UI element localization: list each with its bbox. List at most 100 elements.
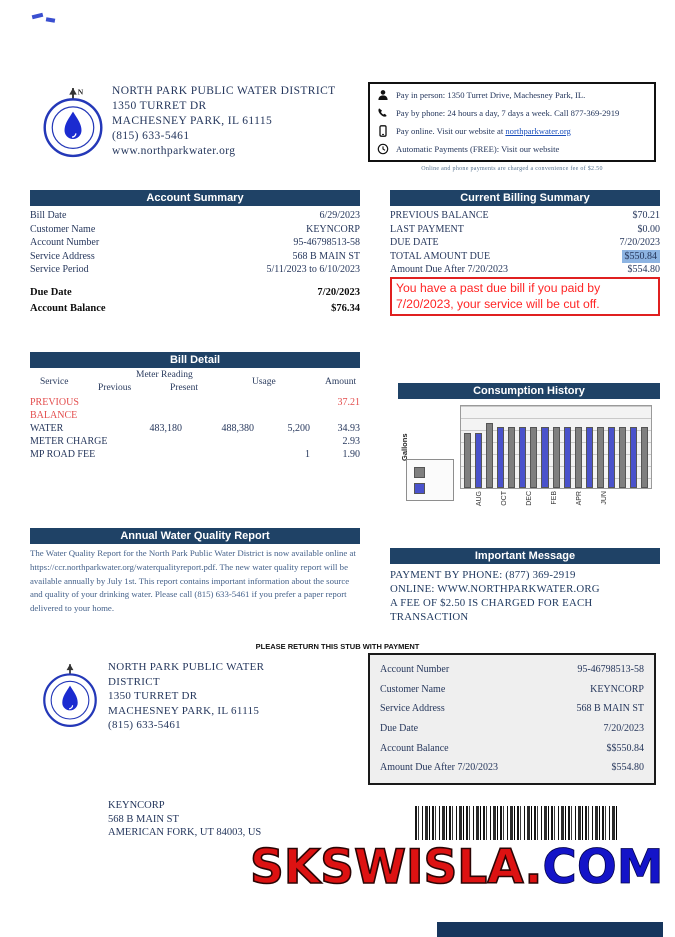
important-message-line: PAYMENT BY PHONE: (877) 369-2919 [390,569,576,581]
cell-amount: 34.93 [337,423,361,434]
chart-bar [464,433,472,488]
row-label: Account Number [30,237,100,248]
chart-bar [574,427,582,488]
chart-tick-label: OCT [501,491,508,506]
pay-by-phone-text: Pay by phone: 24 hours a day, 7 days a w… [396,108,620,118]
barcode [415,806,619,840]
chart-bar [475,433,483,488]
row-value: 7/20/2023 [603,723,644,735]
important-message-line: TRANSACTION [390,611,469,623]
chart-bar [618,427,626,488]
chart-bar [596,427,604,488]
cell-previous: 483,180 [149,423,183,434]
row-value: 95-46798513-58 [293,237,360,248]
chart-bar [508,427,516,488]
cell-previous [126,448,182,461]
important-message-panel: Important Message PAYMENT BY PHONE: (877… [390,548,660,624]
current-billing-panel: Current Billing Summary PREVIOUS BALANCE… [390,190,660,277]
footer-blue-strip [437,922,663,937]
company-website: www.northparkwater.org [112,145,236,157]
chart-bar [519,427,527,488]
row-label: LAST PAYMENT [390,223,464,235]
stub-company-line: 1350 TURRET DR [108,690,198,702]
billing-row: Amount Due After 7/20/2023 $554.80 [390,263,660,277]
customer-mailing-address: KEYNCORP 568 B MAIN ST AMERICAN FORK, UT… [108,799,261,840]
bill-detail-column-headers: Meter Reading Service Previous Present U… [30,368,360,396]
pay-in-person-text: Pay in person: 1350 Turret Drive, Maches… [396,90,586,100]
account-summary-rows: Bill Date 6/29/2023 Customer Name KEYNCORP… [30,206,360,317]
bill-detail-panel: Bill Detail Meter Reading Service Previo… [30,352,360,461]
autopay-clock-icon [377,143,389,155]
chart-bar [607,427,615,488]
row-label: Bill Date [30,210,67,221]
corner-artifact [31,12,62,28]
stub-company-line: NORTH PARK PUBLIC WATER [108,661,265,673]
important-message-header: Important Message [390,548,660,564]
billing-row: LAST PAYMENT $0.00 [390,223,660,237]
company-phone: (815) 633-5461 [112,130,190,142]
watermark: SKSWISLA.COM [249,839,664,896]
row-value: $$550.84 [606,742,645,754]
stub-row: Due Date 7/20/2023 [380,722,644,736]
district-logo-stub [40,662,100,733]
bill-detail-row: METER CHARGE 2.93 [30,435,360,448]
chart-bar [629,427,637,488]
row-value: 5/11/2023 to 6/10/2023 [266,264,360,275]
bill-detail-row: PREVIOUS BALANCE 37.21 [30,396,360,422]
chart-tick-label: FEB [551,491,558,505]
summary-row: Customer Name KEYNCORP [30,223,360,237]
row-label: Account Balance [380,742,449,754]
account-summary-header: Account Summary [30,190,360,206]
chart-legend [406,459,454,501]
row-label: PREVIOUS BALANCE [390,210,489,221]
cell-usage: 5,200 [287,423,311,434]
total-amount-due-row: TOTAL AMOUNT DUE $550.84 [390,249,660,263]
row-value: KEYNCORP [306,223,360,235]
stub-row: Account Balance $$550.84 [380,742,644,756]
autopay-row: Automatic Payments (FREE): Visit our web… [377,143,647,155]
pay-online-prefix: Pay online. Visit our website at [396,126,506,136]
row-value: 7/20/2023 [619,237,660,248]
row-value: 6/29/2023 [319,210,360,221]
website-link[interactable]: northparkwater.org [505,126,571,136]
convenience-fee-note: Online and phone payments are charged a … [421,166,603,172]
chart-tick-label: JUN [601,491,608,505]
row-value: 568 B MAIN ST [576,703,644,715]
row-label: Due Date [380,723,419,735]
pay-online-text: Pay online. Visit our website at northpa… [396,126,571,136]
cell-service: MP ROAD FEE [30,449,96,460]
cell-usage: 1 [305,449,310,460]
current-billing-rows: PREVIOUS BALANCE $70.21 LAST PAYMENT $0.00… [390,206,660,277]
phone-icon [378,108,387,117]
company-address-block: NORTH PARK PUBLIC WATER DISTRICT 1350 TU… [112,84,352,159]
row-value: $0.00 [637,223,661,235]
cell-amount: 1.90 [342,449,361,460]
cell-usage [254,396,310,422]
water-quality-body: The Water Quality Report for the North P… [30,548,356,614]
bill-detail-row: MP ROAD FEE 1 1.90 [30,448,360,461]
chart-plot-area [460,405,652,489]
row-value: $554.80 [627,264,661,275]
chart-tick-labels: AUG OCT DEC FEB APR JUN [460,491,650,517]
stub-payment-box: Account Number 95-46798513-58 Customer Na… [368,653,656,785]
stub-company-line: MACHESNEY PARK, IL 61115 [108,704,260,717]
watermark-blue-text: COM [542,840,664,896]
person-icon [378,90,388,100]
due-date-row: Due Date 7/20/2023 [30,285,360,301]
row-label: Account Number [380,664,450,675]
important-message-line: ONLINE: WWW.NORTHPARKWATER.ORG [390,583,600,595]
legend-swatch-blue [414,483,425,494]
chart-bar [530,427,538,488]
row-label: Service Address [30,250,95,262]
row-value: $70.21 [632,210,661,221]
billing-row: DUE DATE 7/20/2023 [390,236,660,250]
row-value: 568 B MAIN ST [292,250,360,262]
cell-usage [254,435,310,448]
cell-present [182,435,254,448]
mobile-icon [379,125,387,137]
stub-row: Service Address 568 B MAIN ST [380,702,644,716]
company-name: NORTH PARK PUBLIC WATER DISTRICT [112,85,336,97]
row-value: $76.34 [331,302,360,314]
mailing-line: AMERICAN FORK, UT 84003, US [108,827,262,838]
